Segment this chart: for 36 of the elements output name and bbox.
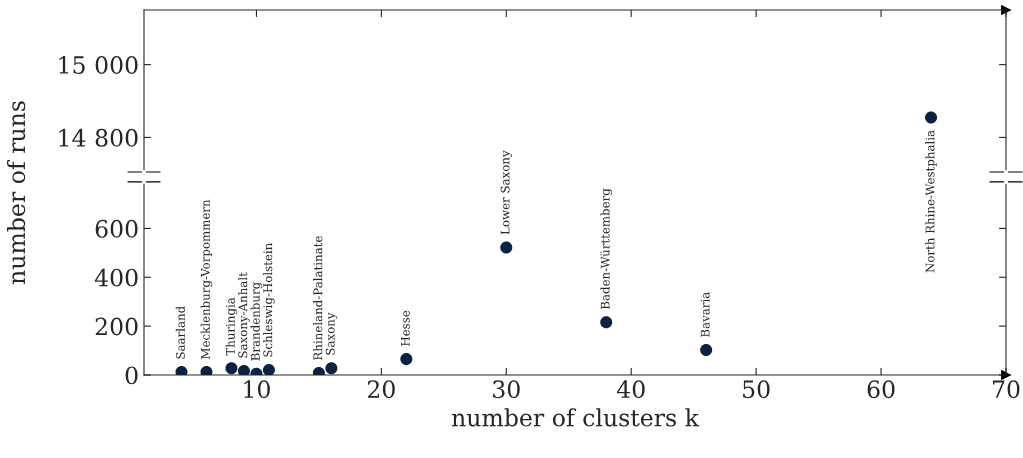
x-tick-label: 70 <box>992 380 1020 399</box>
point <box>600 316 613 329</box>
x-tick-label: 50 <box>743 380 770 399</box>
annotation: Brandenburg <box>250 282 263 361</box>
y-axis-title: number of runs <box>6 101 26 285</box>
x-axis-title: number of clusters k <box>451 408 700 427</box>
annotation: Baden-Württemberg <box>600 188 613 310</box>
point <box>400 353 413 366</box>
annotation: Saarland <box>175 306 185 359</box>
point <box>225 362 238 375</box>
annotation: Lower Saxony <box>500 150 512 235</box>
annotation: Thuringia <box>225 297 238 356</box>
y-tick-label: 600 <box>95 219 138 238</box>
x-tick-label: 30 <box>493 380 520 399</box>
point <box>700 344 713 357</box>
annotation: Saxony <box>325 312 338 355</box>
x-tick-label: 10 <box>244 380 270 399</box>
annotation: Hesse <box>401 310 410 346</box>
x-tick-label: 40 <box>616 380 645 399</box>
point <box>237 365 250 375</box>
point <box>262 364 275 375</box>
point <box>325 362 338 375</box>
y-tick-label: 15 000 <box>59 56 138 74</box>
annotation: North Rhine-Westphalia <box>925 130 937 273</box>
x-tick-label: 60 <box>867 380 895 399</box>
annotation: Saxony-Anhalt <box>238 272 250 358</box>
y-tick-label: 14 800 <box>59 128 138 147</box>
point <box>500 241 513 254</box>
y-tick-label: 400 <box>94 268 138 287</box>
annotation: Rhineland-Palatinate <box>313 236 323 360</box>
annotation: Mecklenburg-Vorpommern <box>200 199 213 359</box>
y-tick-label: 200 <box>95 317 138 336</box>
annotation: Schleswig-Holstein <box>263 243 275 357</box>
x-tick-label: 20 <box>367 380 395 399</box>
annotation: Bavaria <box>700 292 710 337</box>
y-tick-label: 0 <box>125 366 138 385</box>
